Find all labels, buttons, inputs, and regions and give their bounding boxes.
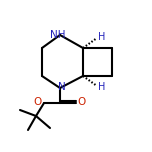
Text: O: O <box>78 97 86 107</box>
Text: H: H <box>98 82 106 92</box>
Text: H: H <box>98 32 106 42</box>
Text: NH: NH <box>50 30 66 40</box>
Text: N: N <box>58 82 66 92</box>
Text: O: O <box>34 97 42 107</box>
